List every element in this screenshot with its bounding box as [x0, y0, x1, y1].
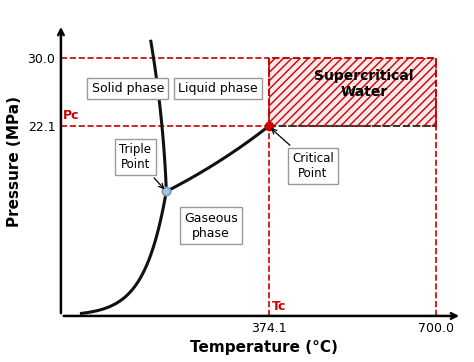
Text: Gaseous
phase: Gaseous phase	[184, 212, 238, 240]
Bar	[269, 58, 436, 126]
Text: Solid phase: Solid phase	[91, 82, 164, 95]
Text: Pc: Pc	[63, 109, 80, 122]
Text: Supercritical
Water: Supercritical Water	[314, 69, 414, 99]
Text: Triple
Point: Triple Point	[119, 143, 164, 188]
Text: Tc: Tc	[272, 299, 286, 312]
Text: Critical
Point: Critical Point	[272, 129, 334, 180]
X-axis label: Temperature (°C): Temperature (°C)	[190, 340, 338, 355]
Text: Liquid phase: Liquid phase	[178, 82, 257, 95]
Y-axis label: Pressure (MPa): Pressure (MPa)	[7, 96, 22, 227]
